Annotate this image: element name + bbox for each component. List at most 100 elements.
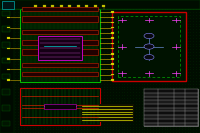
Point: [91, 54, 94, 56]
Point: [166, 105, 169, 108]
Point: [180, 80, 183, 82]
Point: [111, 108, 115, 111]
Point: [11, 57, 14, 59]
Point: [19, 117, 23, 119]
Point: [157, 5, 160, 7]
Point: [114, 80, 117, 82]
Point: [40, 74, 43, 76]
Point: [126, 111, 129, 113]
Point: [180, 5, 183, 7]
Point: [91, 103, 94, 105]
Point: [186, 48, 189, 50]
Point: [183, 114, 186, 116]
Point: [71, 103, 74, 105]
Point: [117, 54, 120, 56]
Point: [195, 80, 198, 82]
Point: [40, 77, 43, 79]
Point: [40, 100, 43, 102]
Point: [91, 37, 94, 39]
Point: [68, 5, 71, 7]
Point: [28, 91, 31, 93]
Point: [114, 120, 117, 122]
Point: [48, 117, 51, 119]
Point: [106, 43, 109, 45]
Point: [160, 22, 163, 25]
Point: [149, 45, 152, 47]
Point: [186, 97, 189, 99]
Point: [111, 123, 115, 125]
Point: [19, 31, 23, 33]
Point: [163, 91, 166, 93]
Point: [19, 8, 23, 10]
Point: [100, 74, 103, 76]
Point: [197, 68, 200, 70]
Point: [100, 8, 103, 10]
Point: [166, 128, 169, 130]
Point: [88, 105, 92, 108]
Point: [17, 86, 20, 88]
Point: [97, 68, 100, 70]
Point: [154, 100, 158, 102]
Point: [31, 108, 34, 111]
Point: [180, 11, 183, 13]
Point: [106, 57, 109, 59]
Point: [163, 103, 166, 105]
Point: [192, 68, 195, 70]
Point: [146, 17, 149, 19]
Point: [65, 45, 69, 47]
Point: [189, 65, 192, 68]
Point: [140, 100, 143, 102]
Point: [91, 0, 94, 2]
Point: [108, 57, 112, 59]
Point: [140, 51, 143, 53]
Point: [71, 126, 74, 128]
Point: [34, 37, 37, 39]
Point: [157, 40, 160, 42]
Point: [169, 126, 172, 128]
Point: [28, 117, 31, 119]
Point: [60, 117, 63, 119]
Point: [48, 3, 51, 5]
Point: [31, 54, 34, 56]
Point: [68, 43, 71, 45]
Point: [0, 94, 3, 96]
Point: [197, 108, 200, 111]
Point: [22, 126, 26, 128]
Point: [186, 45, 189, 47]
Point: [22, 86, 26, 88]
Point: [183, 51, 186, 53]
Point: [77, 65, 80, 68]
Point: [183, 71, 186, 73]
Point: [11, 68, 14, 70]
Point: [65, 114, 69, 116]
Point: [57, 22, 60, 25]
Point: [172, 108, 175, 111]
Point: [14, 120, 17, 122]
Point: [186, 8, 189, 10]
Point: [131, 114, 135, 116]
Point: [106, 3, 109, 5]
Point: [8, 77, 11, 79]
Point: [97, 28, 100, 30]
Point: [71, 71, 74, 73]
Point: [19, 5, 23, 7]
Point: [91, 34, 94, 36]
Point: [28, 43, 31, 45]
Point: [17, 80, 20, 82]
Point: [192, 60, 195, 62]
Point: [186, 94, 189, 96]
Point: [54, 108, 57, 111]
Point: [129, 128, 132, 130]
Point: [100, 28, 103, 30]
Point: [65, 86, 69, 88]
Point: [151, 34, 155, 36]
Point: [80, 60, 83, 62]
Point: [88, 65, 92, 68]
Point: [42, 43, 46, 45]
Point: [34, 111, 37, 113]
Point: [37, 14, 40, 16]
Point: [140, 97, 143, 99]
Point: [83, 77, 86, 79]
Point: [97, 48, 100, 50]
Point: [5, 54, 8, 56]
